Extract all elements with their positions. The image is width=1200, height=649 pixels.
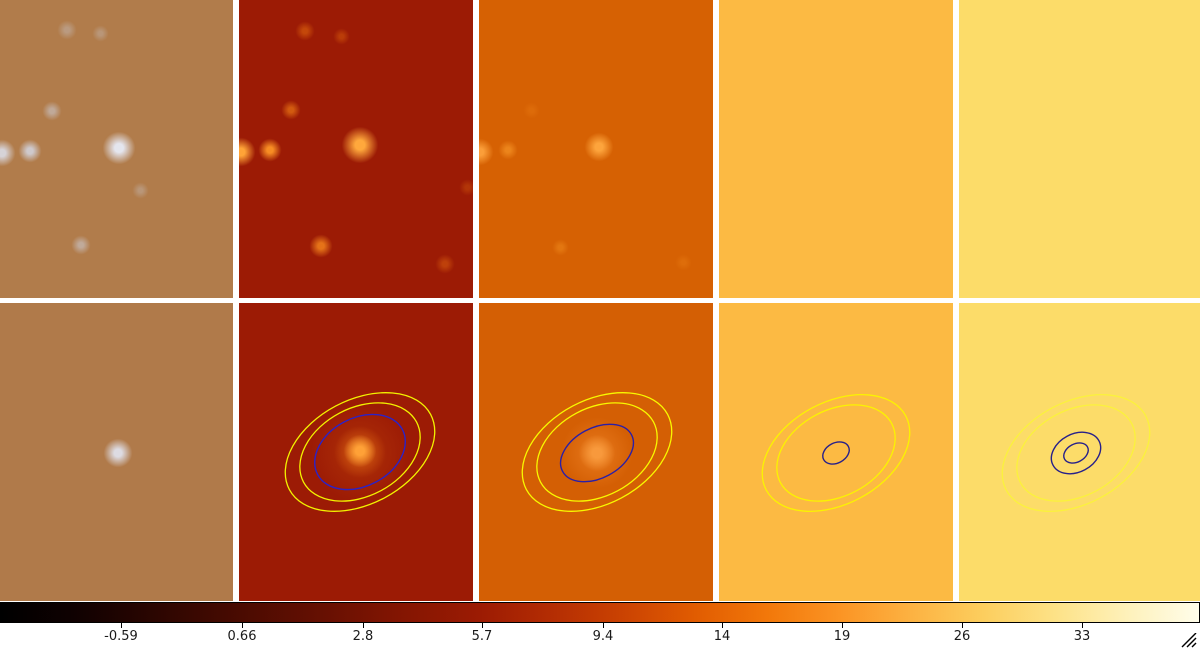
image-panel-frame-4-bottom[interactable]: [719, 303, 953, 601]
source-blob: [102, 131, 136, 165]
source-blob: [309, 402, 411, 504]
image-panel-frame-2-bottom[interactable]: [239, 303, 473, 601]
image-panel-frame-2-top[interactable]: [239, 0, 473, 298]
image-panel-frame-3-top[interactable]: [479, 0, 713, 298]
contour-ellipse-yellow: [1001, 394, 1151, 512]
colorbar-tick-label: 19: [833, 629, 851, 644]
source-blob: [280, 99, 302, 121]
source-blob: [583, 131, 615, 163]
source-blob: [522, 101, 540, 119]
source-blob: [0, 139, 16, 167]
resize-grip-icon[interactable]: [1181, 633, 1198, 648]
contour-ellipse-blue: [1050, 431, 1102, 475]
colorbar-tick: [242, 623, 243, 628]
source-blob: [102, 437, 134, 469]
contour-overlay: [761, 394, 911, 512]
contour-ellipse-yellow: [776, 404, 896, 502]
colorbar-tick: [962, 623, 963, 628]
contour-ellipse-yellow: [299, 402, 421, 502]
image-panel-frame-5-bottom[interactable]: [959, 303, 1200, 601]
colorbar-tick-label: 9.4: [592, 629, 614, 644]
source-blob: [41, 100, 63, 122]
colorbar-tick-label: 2.8: [352, 629, 374, 644]
colorbar-tick: [121, 623, 122, 628]
contour-overlay: [284, 392, 436, 512]
contour-ellipse-blue: [1063, 442, 1089, 464]
image-panel-frame-1-bottom[interactable]: [0, 303, 233, 601]
contour-overlay: [521, 392, 673, 512]
source-blob: [294, 20, 316, 42]
source-blob: [559, 415, 635, 491]
colorbar-tick: [842, 623, 843, 628]
source-blob: [91, 24, 109, 42]
colorbar-tick-label: 5.7: [471, 629, 493, 644]
contour-ellipse-yellow: [284, 392, 436, 512]
colorbar-tick: [603, 623, 604, 628]
colorbar-tick: [363, 623, 364, 628]
contour-ellipse-blue: [822, 441, 850, 465]
image-panel-frame-3-bottom[interactable]: [479, 303, 713, 601]
source-blob: [70, 234, 92, 256]
colorbar-tick-label: -0.59: [104, 629, 138, 644]
source-blob: [343, 434, 377, 468]
image-panel-frame-4-top[interactable]: [719, 0, 953, 298]
colorbar-tick-label: 0.66: [227, 629, 257, 644]
image-panel-frame-5-top[interactable]: [959, 0, 1200, 298]
source-blob: [551, 238, 569, 256]
source-blob: [434, 253, 456, 275]
colorbar[interactable]: [0, 602, 1200, 623]
colorbar-tick-label: 26: [953, 629, 971, 644]
source-blob: [578, 434, 616, 472]
contour-ellipse-blue: [314, 413, 406, 491]
contour-ellipse-yellow: [761, 394, 911, 512]
source-blob: [18, 139, 42, 163]
colorbar-tick: [1082, 623, 1083, 628]
source-blob: [332, 424, 388, 480]
source-blob: [239, 136, 257, 168]
source-blob: [258, 138, 282, 162]
contour-ellipse-yellow: [536, 402, 658, 502]
source-blob: [332, 27, 350, 45]
source-blob: [341, 126, 379, 164]
colorbar-tick-label: 33: [1073, 629, 1091, 644]
colorbar-tick: [722, 623, 723, 628]
contour-ellipse-yellow: [1016, 404, 1136, 502]
source-blob: [131, 181, 149, 199]
contour-ellipse-yellow: [521, 392, 673, 512]
source-blob: [497, 139, 519, 161]
source-blob: [56, 19, 78, 41]
contour-overlay: [1001, 394, 1151, 512]
source-blob: [309, 234, 333, 258]
source-blob: [674, 253, 692, 271]
source-blob: [479, 138, 494, 166]
colorbar-tick-label: 14: [713, 629, 731, 644]
contour-ellipse-blue: [559, 423, 635, 483]
source-blob: [458, 178, 473, 196]
image-panel-frame-1-top[interactable]: [0, 0, 233, 298]
colorbar-tick: [482, 623, 483, 628]
